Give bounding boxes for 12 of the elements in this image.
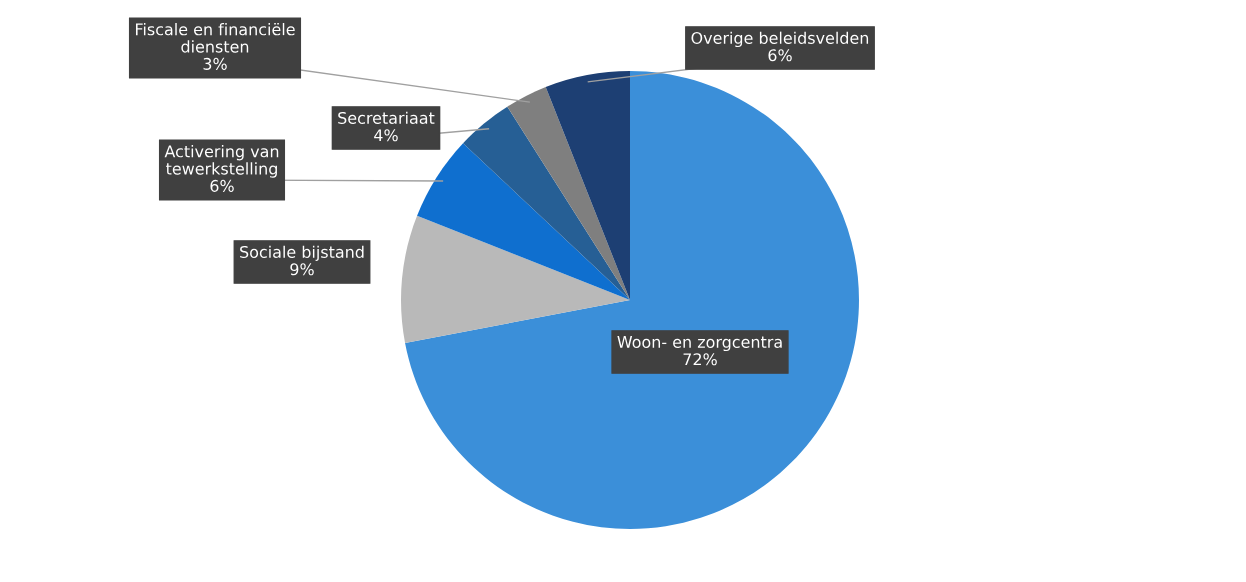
slice-label: Sociale bijstand [240, 245, 364, 262]
data-label: 3% [203, 57, 227, 70]
data-label: 4% [374, 129, 398, 142]
slice-label: Fiscale en financiële diensten [136, 22, 295, 53]
slice-label: Secretariaat [338, 111, 435, 124]
data-label: 9% [290, 263, 314, 276]
data-label: 6% [210, 179, 234, 192]
data-label: 6% [768, 49, 792, 62]
slice-label: Activering van tewerkstelling [164, 144, 279, 178]
slice-label: Woon- en zorgcentra [617, 336, 782, 352]
data-label: 72% [683, 353, 717, 366]
slice-label: Overige beleidsvelden [691, 31, 869, 48]
